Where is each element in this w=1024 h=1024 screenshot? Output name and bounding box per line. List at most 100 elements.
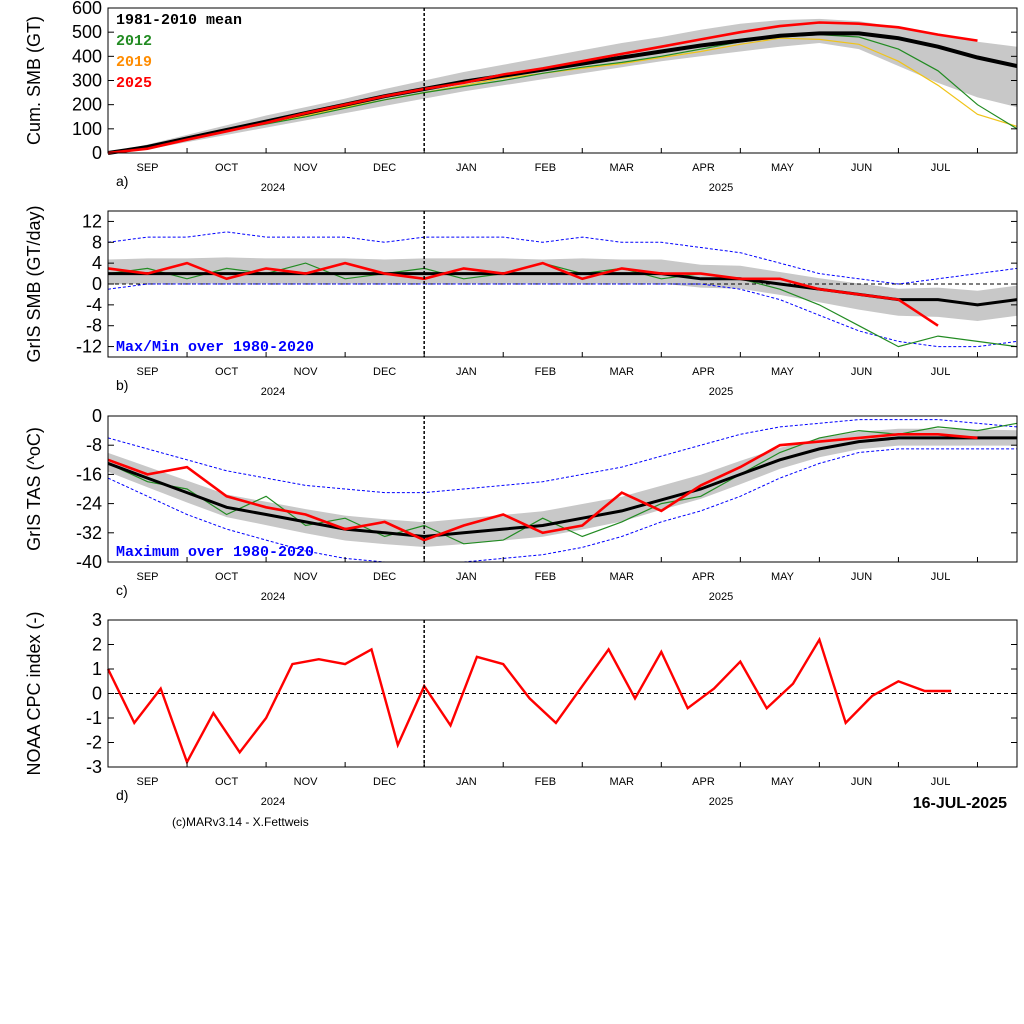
year-label: 2025 — [709, 386, 733, 398]
month-label: APR — [692, 571, 715, 583]
month-label: JUL — [931, 366, 951, 378]
year-label: 2024 — [261, 386, 285, 398]
month-label: OCT — [215, 571, 239, 583]
y-tick-label: -1 — [86, 708, 102, 728]
month-label: JAN — [456, 162, 477, 174]
credit-text: (c)MARv3.14 - X.Fettweis — [172, 815, 309, 829]
panel-c-temperature: -40 -32 -24 -16 -8 0 SEP OCT NOV DEC JAN FEB MAR APR M… — [24, 406, 1018, 603]
year-label: 2025 — [709, 591, 733, 603]
y-tick-label: 200 — [72, 95, 102, 115]
month-label: FEB — [535, 776, 556, 788]
y-tick-label: 0 — [92, 406, 102, 426]
series-2025-line — [107, 21, 978, 155]
month-label: OCT — [215, 162, 239, 174]
month-label: MAY — [771, 366, 795, 378]
month-label: SEP — [137, 162, 159, 174]
cpc-index-line — [106, 636, 952, 766]
y-tick-label: -32 — [76, 523, 102, 543]
series-2025-line — [107, 433, 978, 542]
y-tick-label: 400 — [72, 46, 102, 66]
month-label: FEB — [535, 366, 556, 378]
y-tick-label: -16 — [76, 464, 102, 484]
legend-entry: 2019 — [116, 54, 152, 71]
month-label: DEC — [373, 571, 396, 583]
month-label: JUN — [851, 571, 872, 583]
y-axis-title: Cum. SMB (GT) — [24, 16, 44, 145]
y-tick-label: -40 — [76, 552, 102, 572]
year-label: 2025 — [709, 182, 733, 194]
month-label: DEC — [373, 776, 396, 788]
month-label: SEP — [137, 366, 159, 378]
month-label: JAN — [456, 571, 477, 583]
month-label: OCT — [215, 776, 239, 788]
month-label: SEP — [137, 776, 159, 788]
legend-entry: 2025 — [116, 75, 152, 92]
month-label: MAY — [771, 162, 795, 174]
month-label: APR — [692, 366, 715, 378]
month-label: JAN — [456, 776, 477, 788]
y-tick-label: 1 — [92, 659, 102, 679]
min-envelope-line — [107, 283, 1018, 348]
y-tick-label: -12 — [76, 337, 102, 357]
series-2012-line — [107, 422, 1018, 545]
y-axis-title: GrIS SMB (GT/day) — [24, 205, 44, 362]
month-label: MAR — [610, 571, 635, 583]
y-axis-title: NOAA CPC index (-) — [24, 611, 44, 775]
panel-a-cumulative-smb: 0 100 200 300 400 500 600 SEP OCT NOV DEC JAN FEB MAR… — [24, 0, 1018, 194]
annotation-text: Max/Min over 1980-2020 — [116, 339, 314, 356]
y-tick-label: 500 — [72, 22, 102, 42]
y-tick-label: -4 — [86, 295, 102, 315]
month-label: MAR — [610, 776, 635, 788]
y-tick-label: -2 — [86, 733, 102, 753]
month-label: NOV — [294, 571, 319, 583]
max-envelope-line — [107, 419, 1018, 494]
panel-letter: d) — [116, 787, 128, 803]
month-label: JUN — [851, 366, 872, 378]
y-tick-label: 8 — [92, 232, 102, 252]
month-label: NOV — [294, 776, 319, 788]
y-tick-label: 3 — [92, 610, 102, 630]
y-tick-label: -8 — [86, 435, 102, 455]
y-tick-label: 100 — [72, 119, 102, 139]
date-stamp: 16-JUL-2025 — [913, 795, 1007, 812]
year-label: 2024 — [261, 182, 285, 194]
plot-frame — [107, 415, 1018, 563]
month-label: DEC — [373, 366, 396, 378]
panel-letter: b) — [116, 377, 128, 393]
y-tick-label: 600 — [72, 0, 102, 18]
y-tick-label: 0 — [92, 143, 102, 163]
month-label: DEC — [373, 162, 396, 174]
y-tick-label: 2 — [92, 635, 102, 655]
series-2025-line — [107, 261, 939, 327]
panel-d-cpc-index: -3 -2 -1 0 1 2 3 SEP OCT NOV DEC JAN FEB MAR APR MAY JUN… — [24, 610, 1018, 808]
year-label: 2025 — [709, 796, 733, 808]
month-label: NOV — [294, 366, 319, 378]
spread-band — [108, 18, 1017, 154]
month-label: APR — [692, 162, 715, 174]
y-tick-label: 300 — [72, 71, 102, 91]
month-label: JUN — [851, 162, 872, 174]
y-tick-label: 0 — [92, 684, 102, 704]
month-label: FEB — [535, 162, 556, 174]
month-label: JUN — [851, 776, 872, 788]
y-tick-label: -3 — [86, 757, 102, 777]
y-tick-label: 0 — [92, 274, 102, 294]
month-label: OCT — [215, 366, 239, 378]
y-axis-title: GrIS TAS (^oC) — [24, 427, 44, 551]
y-tick-label: 12 — [82, 211, 102, 231]
month-label: MAR — [610, 162, 635, 174]
legend-entry: 2012 — [116, 33, 152, 50]
annotation-text: Maximum over 1980-2020 — [116, 544, 314, 561]
month-label: JUL — [931, 776, 951, 788]
year-label: 2024 — [261, 591, 285, 603]
month-label: JUL — [931, 162, 951, 174]
month-label: NOV — [294, 162, 319, 174]
month-label: MAR — [610, 366, 635, 378]
panel-letter: a) — [116, 173, 128, 189]
month-label: MAY — [771, 571, 795, 583]
month-label: JUL — [931, 571, 951, 583]
max-envelope-line — [107, 231, 1018, 285]
y-tick-label: -24 — [76, 494, 102, 514]
y-tick-label: 4 — [92, 253, 102, 273]
